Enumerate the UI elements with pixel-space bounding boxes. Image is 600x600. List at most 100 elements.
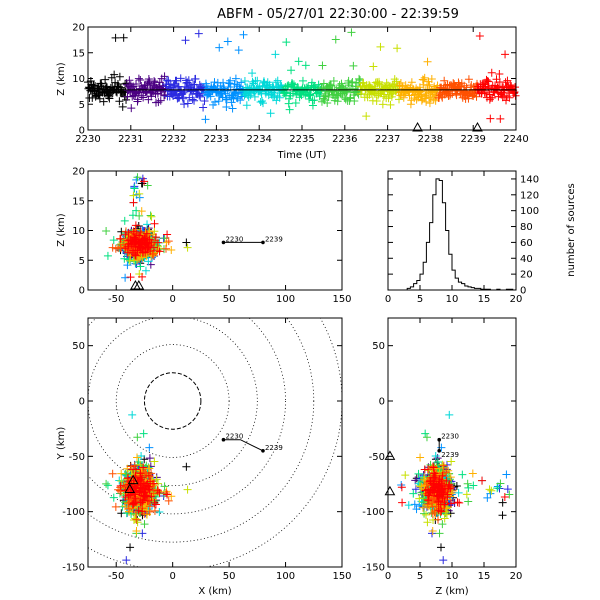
source-point [110,70,119,79]
source-point [155,488,164,497]
x-height-panel: 2230 2239 -50 0 50 100 150 0 5 10 15 20 Z (km) [56,167,352,306]
y-tick-label: 10 [72,226,85,237]
plan-view-points [102,410,192,565]
source-point [137,91,146,100]
source-point [132,80,141,89]
source-point [502,470,511,479]
source-point [436,543,445,552]
source-point [414,469,423,478]
source-point [349,61,358,70]
y-tick-label: 50 [372,341,385,352]
source-point [430,473,439,482]
range-ring [88,318,286,515]
histogram-bin [436,179,439,290]
source-point [458,470,467,479]
source-point [111,33,120,42]
source-point [436,500,445,509]
source-point [386,100,395,109]
source-point [337,79,346,88]
y-tick-label: -100 [62,507,85,518]
source-point [150,457,159,466]
source-point [183,243,192,252]
source-point [131,251,140,260]
source-point [469,481,478,490]
source-point [167,246,176,255]
source-point [415,494,424,503]
source-point [426,476,435,485]
source-point [468,469,477,478]
source-point [126,543,135,552]
source-point [432,502,441,511]
source-point [390,75,399,84]
histogram-step [406,178,514,291]
source-point [128,211,137,220]
source-point [210,98,219,107]
source-point [136,262,145,271]
source-point [143,78,152,87]
source-point [115,97,124,106]
time-height-panel: 2230 2231 2232 2233 2234 2235 2236 2237 2238 2239… [56,23,529,162]
source-point [437,484,446,493]
source-point [348,78,357,87]
source-point [407,78,416,87]
source-point [455,498,464,507]
source-point [410,500,419,509]
track-end-dot [261,449,265,453]
source-point [131,494,140,503]
source-point [464,75,473,84]
source-point [392,77,401,86]
x-tick-label: 2237 [375,134,400,145]
source-point [141,492,150,501]
source-point [135,211,144,220]
source-point [388,80,397,89]
source-point [378,100,387,109]
source-point [143,220,152,229]
source-point [131,465,140,474]
triangle-marker [384,485,396,496]
source-point [418,503,427,512]
source-point [130,489,139,498]
source-point [447,499,456,508]
source-point [135,189,144,198]
source-point [138,272,147,281]
source-point [124,239,133,248]
source-point [139,93,148,102]
triangle-marker [133,279,145,290]
source-point [103,481,112,490]
source-point [162,238,171,247]
source-point [419,75,428,84]
source-point [120,254,129,263]
source-point [150,219,159,228]
x-tick-label: 150 [332,571,351,582]
source-point [136,483,145,492]
source-point [102,479,111,488]
source-point [111,502,120,511]
source-point [428,462,437,471]
time-height-xlabel: Time (UT) [277,150,327,161]
source-point [133,256,142,265]
x-tick-label: 50 [223,571,236,582]
source-point [142,229,151,238]
source-point [128,500,137,509]
track-end-dot [261,240,265,245]
source-point [431,451,440,460]
y-tick-label: 60 [520,238,533,249]
source-point [435,475,444,484]
source-point [123,261,132,270]
source-point [114,243,123,252]
height-y-frame [387,317,517,568]
source-point [422,510,431,519]
triangle-marker [124,483,136,494]
source-point [126,490,135,499]
y-tick-label: 0 [379,397,385,408]
x-tick-label: 2235 [289,134,314,145]
source-point [133,433,142,442]
source-point [496,114,505,123]
source-point [495,70,504,79]
x-height-points [102,173,192,282]
histogram-ylabel: number of sources [566,183,577,276]
source-point [131,250,140,259]
source-point [341,95,350,104]
source-point [214,97,223,106]
